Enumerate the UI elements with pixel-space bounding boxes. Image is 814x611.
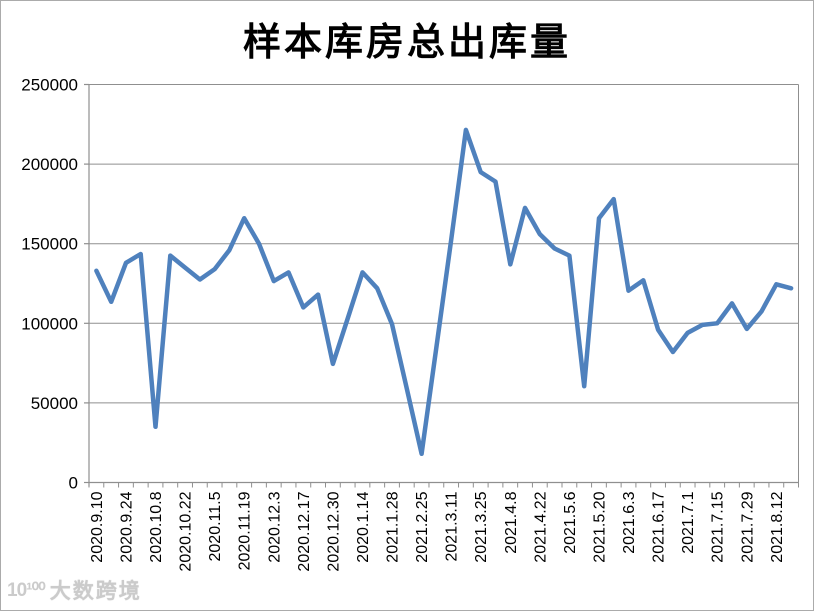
x-tick-label: 2021.2.25: [414, 491, 431, 562]
x-tick-label: 2020.11.5: [207, 491, 224, 561]
x-tick-label: 2021.7.29: [739, 491, 756, 562]
watermark: 10¹⁰⁰ 大数跨境: [7, 575, 142, 605]
x-tick-label: 2021.6.3: [621, 491, 638, 553]
y-tick-label: 250000: [21, 76, 78, 95]
x-tick-label: 2021.1.28: [385, 491, 402, 562]
x-tick-label: 2020.11.19: [237, 491, 254, 570]
x-tick-label: 2021.4.22: [532, 491, 549, 562]
y-tick-label: 200000: [21, 155, 78, 174]
x-tick-label: 2021.5.20: [591, 491, 608, 562]
x-tick-label: 2021.3.25: [473, 491, 490, 562]
series-line: [94, 127, 794, 457]
x-tick-label: 2020.1.14: [355, 491, 372, 562]
y-tick-label: 100000: [21, 314, 78, 333]
x-tick-label: 2020.10.8: [148, 491, 165, 562]
x-tick-label: 2021.7.1: [680, 491, 697, 553]
y-tick-label: 50000: [31, 394, 78, 413]
x-tick-label: 2020.12.17: [296, 491, 313, 571]
x-tick-label: 2021.5.6: [562, 491, 579, 553]
y-tick-label: 150000: [21, 235, 78, 254]
x-tick-label: 2020.9.24: [118, 491, 135, 562]
x-tick-label: 2021.4.8: [503, 491, 520, 553]
x-tick-label: 2020.10.22: [178, 491, 195, 571]
x-tick-label: 2020.12.3: [266, 491, 283, 562]
x-tick-label: 2021.3.11: [444, 491, 461, 561]
x-tick-label: 2021.8.12: [769, 491, 786, 562]
x-tick-label: 2020.9.10: [89, 491, 106, 562]
x-tick-label: 2020.12.30: [325, 491, 342, 571]
chart-title: 样本库房总出库量: [242, 22, 571, 64]
y-tick-label: 0: [69, 474, 78, 493]
watermark-text: 大数跨境: [49, 580, 142, 603]
watermark-logo-icon: 10¹⁰⁰: [7, 579, 46, 601]
x-tick-label: 2021.7.15: [710, 491, 727, 562]
x-tick-label: 2021.6.17: [651, 491, 668, 562]
